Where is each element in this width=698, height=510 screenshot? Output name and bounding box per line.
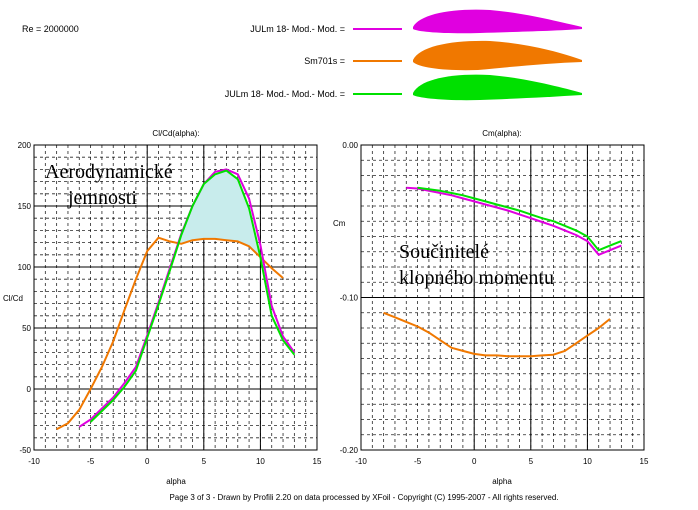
- airfoil-trailing-1: [554, 27, 583, 30]
- y-tick-label: 100: [18, 263, 32, 272]
- y-tick-label: -50: [19, 446, 31, 455]
- chart1-series: [56, 168, 296, 431]
- chart2-annotation-line2: klopného momentu: [399, 267, 554, 289]
- y-tick-label: 0.00: [342, 141, 358, 150]
- chart2-xlabel: alpha: [492, 477, 512, 486]
- chart1-annotation-line2: jemnosti: [67, 187, 137, 209]
- x-tick-label: 15: [313, 457, 322, 466]
- chart1-ylabel: Cl/Cd: [3, 294, 23, 303]
- legend: JULm 18- Mod.- Mod. = Sm701s = JULm 18- …: [225, 9, 583, 101]
- chart2-ylabel: Cm: [333, 219, 346, 228]
- airfoil-profile-1: [413, 9, 582, 34]
- chart1-xlabel: alpha: [166, 477, 186, 486]
- chart-cl-cd: Cl/Cd(alpha): Cl/Cd alpha -10 -5 0 5 10 15200…: [3, 129, 322, 486]
- chart2-ticks: -10 -5 0 5 10 15 0.00 -0.10 -0.20: [340, 141, 649, 466]
- x-tick-label: 0: [145, 457, 150, 466]
- reynolds-number: Re = 2000000: [22, 24, 79, 34]
- y-tick-label: 150: [18, 202, 32, 211]
- series-line-2: [383, 311, 611, 358]
- chart1-annotation-line1: Aerodynamické: [45, 161, 173, 183]
- series-line-3: [417, 186, 622, 252]
- airfoil-profile-2: [413, 40, 582, 71]
- y-tick-label: -0.10: [340, 294, 359, 303]
- series-line-1: [406, 186, 622, 256]
- x-tick-label: -5: [87, 457, 95, 466]
- footer-copyright: Page 3 of 3 - Drawn by Profili 2.20 on d…: [169, 493, 558, 502]
- y-tick-label: -0.20: [340, 446, 359, 455]
- legend-label-2: Sm701s =: [304, 56, 345, 66]
- chart2-series: [383, 186, 622, 358]
- x-tick-label: 0: [472, 457, 477, 466]
- chart-cm: Cm(alpha): Cm alpha -10 -5 0 5 10 15 0.00 -0.10…: [333, 129, 649, 486]
- x-tick-label: 10: [583, 457, 592, 466]
- y-tick-label: 0: [27, 385, 32, 394]
- chart2-frame: [360, 144, 645, 451]
- legend-label-3: JULm 18- Mod.- Mod.- Mod. =: [225, 89, 345, 99]
- chart1-frame: [33, 144, 318, 451]
- y-tick-label: 200: [18, 141, 32, 150]
- chart2-title: Cm(alpha):: [482, 129, 522, 138]
- x-tick-label: 5: [529, 457, 534, 466]
- y-tick-label: 50: [22, 324, 31, 333]
- x-tick-label: -5: [414, 457, 422, 466]
- series-line-2: [56, 236, 284, 431]
- x-tick-label: 5: [202, 457, 207, 466]
- x-tick-label: -10: [28, 457, 40, 466]
- x-tick-label: 15: [640, 457, 649, 466]
- x-tick-label: 10: [256, 457, 265, 466]
- legend-label-1: JULm 18- Mod.- Mod. =: [250, 24, 345, 34]
- chart1-title: Cl/Cd(alpha):: [152, 129, 199, 138]
- x-tick-label: -10: [355, 457, 367, 466]
- series-line-3: [89, 169, 296, 423]
- chart2-annotation-line1: Součinitelé: [399, 241, 489, 263]
- chart1-fill-area: [180, 170, 269, 266]
- chart2-grid: [360, 144, 645, 451]
- airfoil-profile-3: [413, 74, 582, 101]
